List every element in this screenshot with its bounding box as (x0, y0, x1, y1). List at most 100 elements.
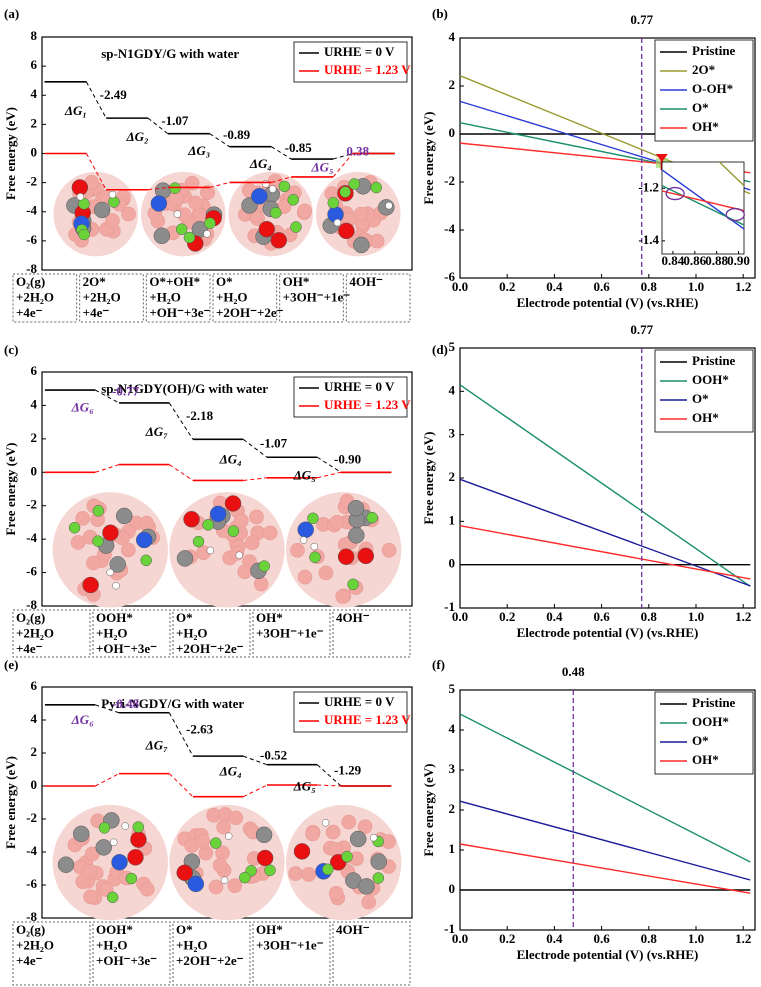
atom (111, 854, 128, 871)
category-label: +2OH⁻+2e⁻ (176, 953, 244, 968)
x-tick-label: 0.6 (593, 279, 610, 294)
atom (297, 569, 313, 585)
level-connector (332, 153, 354, 178)
level-connector (243, 477, 268, 481)
level-connector (168, 402, 194, 440)
molecule-image (316, 171, 401, 257)
atom (121, 822, 130, 830)
legend-label: URHE = 0 V (324, 44, 395, 59)
y-tick-label: -4 (26, 530, 37, 545)
atom (228, 810, 244, 826)
atom (102, 524, 119, 542)
y-tick-label: -1 (444, 599, 455, 614)
atom (264, 864, 276, 877)
category-label: OH* (256, 610, 283, 625)
category-label: +H₂O (216, 289, 248, 304)
y-tick-label: 2 (31, 115, 38, 130)
atom (173, 210, 182, 218)
level-connector (316, 764, 342, 787)
y-tick-label: -6 (444, 269, 455, 284)
atom (348, 178, 361, 190)
series-line (459, 384, 751, 587)
step-value: -1.07 (260, 435, 288, 450)
atom (209, 505, 227, 523)
reference-label: 0.48 (562, 664, 585, 679)
level-connector (271, 146, 292, 160)
category-label: +2H₂O (83, 289, 121, 304)
legend-box (654, 39, 754, 142)
atom (135, 531, 153, 549)
molecule-image (52, 804, 168, 921)
atom (139, 881, 155, 897)
category-label: +3OH⁻+1e⁻ (283, 289, 351, 304)
category-label: OH* (256, 922, 283, 937)
atom (307, 512, 319, 525)
x-tick-label: 1.2 (735, 931, 751, 946)
atom (256, 849, 274, 867)
x-tick-label: 1.0 (688, 931, 704, 946)
atom (200, 185, 216, 200)
x-tick-label: 0.8 (641, 279, 658, 294)
y-tick-label: -4 (26, 843, 37, 858)
atom (369, 833, 378, 842)
molecule-image (52, 492, 168, 608)
y-tick-label: 5 (449, 681, 456, 696)
category-label: OH* (283, 274, 310, 289)
y-tick-label: 0 (31, 777, 38, 792)
molecule-image (228, 171, 313, 257)
atom (227, 525, 240, 537)
y-tick-label: -2 (444, 173, 455, 188)
panel-label: (c) (4, 342, 18, 357)
atom (288, 866, 303, 881)
legend-box (293, 376, 408, 418)
atom (78, 228, 90, 241)
atom (115, 507, 133, 525)
step-name: ΔG₄ (249, 156, 272, 171)
chart-title: sp-N1GDY(OH)/G with water (101, 381, 268, 396)
atom (169, 191, 185, 206)
category-label: O*+OH* (149, 274, 200, 289)
y-tick-label: -4 (444, 221, 455, 236)
category-label: +4e⁻ (83, 305, 110, 320)
atom (269, 207, 282, 219)
atom (176, 550, 194, 567)
atom (235, 551, 244, 560)
molecule-image (169, 492, 285, 608)
legend-label: O-OH* (692, 81, 733, 96)
y-tick-label: 4 (31, 396, 38, 411)
category-label: OOH* (96, 610, 133, 625)
atom (239, 871, 251, 884)
x-tick-label: 0.6 (593, 931, 610, 946)
step-value: -1.07 (161, 113, 189, 128)
y-tick-label: -6 (26, 876, 37, 891)
atom (353, 236, 370, 254)
y-axis-label: Free energy (eV) (421, 764, 436, 857)
level-connector (169, 464, 194, 481)
atom (262, 525, 278, 541)
atom (224, 495, 242, 512)
atom (188, 195, 203, 211)
x-axis-label: Electrode potential (V) (vs.RHE) (517, 625, 699, 640)
atom (216, 819, 231, 835)
legend-label: Pristine (692, 43, 736, 58)
legend-label: URHE = 1.23 V (324, 712, 411, 727)
y-tick-label: 6 (31, 678, 38, 693)
atom (268, 185, 277, 193)
y-tick-label: 6 (31, 57, 38, 72)
category-label: OOH* (96, 922, 133, 937)
x-tick-label: 0.6 (593, 609, 610, 624)
category-label: +4e⁻ (16, 953, 43, 968)
y-axis-label: Free energy (eV) (3, 756, 18, 849)
atom (322, 863, 334, 876)
atom (192, 535, 205, 548)
category-label: +2OH⁻+2e⁻ (176, 641, 244, 656)
y-tick-label: 1 (449, 512, 456, 527)
atom (339, 186, 351, 198)
atom (270, 232, 288, 249)
intersection-marker (725, 207, 745, 222)
x-tick-label: 0.4 (546, 279, 563, 294)
atom (357, 819, 373, 834)
category-box (332, 921, 411, 986)
atom (321, 819, 330, 827)
level-connector (209, 133, 230, 148)
